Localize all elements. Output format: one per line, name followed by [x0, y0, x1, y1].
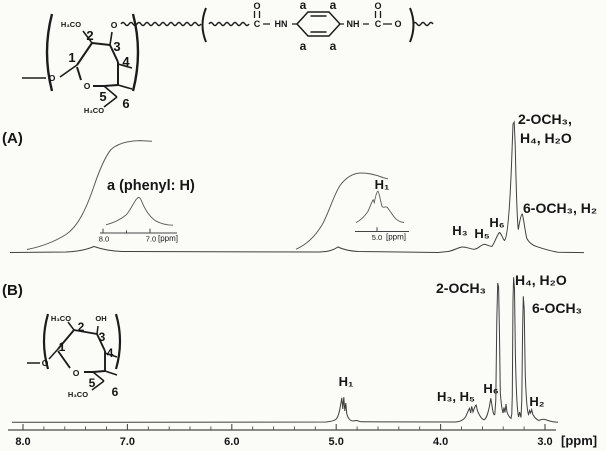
right-parenthesis	[114, 313, 122, 370]
ring-number-2-b: 2	[78, 320, 85, 334]
peak-label-h5-a: H₅	[474, 226, 489, 241]
atom-label-hn: HN	[275, 19, 288, 29]
phenyl-a-label-3: a	[300, 39, 307, 53]
phenyl-ring	[295, 11, 342, 37]
ring-number-1-b: 1	[59, 340, 66, 354]
left-parenthesis	[42, 313, 50, 370]
atom-label-nh: NH	[347, 19, 360, 29]
peak-label-h3-h5-b: H₃, H₅	[437, 389, 475, 404]
atom-label-c-left: C	[254, 19, 261, 29]
ring-number-3: 3	[113, 39, 120, 54]
ring-number-5: 5	[99, 89, 106, 104]
b-structure-glucose	[27, 313, 122, 391]
right-parenthesis	[131, 13, 140, 92]
peak-label-h6-b: H₆	[483, 381, 498, 396]
axis-tick-6: 6.0	[224, 436, 239, 448]
inset-h1-label: H₁	[375, 177, 390, 192]
panel-label-a: (A)	[2, 130, 23, 147]
atom-label-o-1-b: O	[42, 358, 49, 368]
top-structure-glucose	[22, 13, 140, 108]
axis-tick-5: 5.0	[329, 436, 344, 448]
ring-number-3-b: 3	[99, 330, 106, 344]
atom-label-och3-top: H₃CO	[61, 20, 81, 29]
peak-label-6och3-b: 6-OCH₃	[532, 300, 582, 316]
right-parenthesis	[409, 7, 415, 43]
ring-number-5-b: 5	[89, 376, 96, 390]
peak-label-h2-b: H₂	[529, 394, 544, 409]
peak-label-h4-h2o-a: H₄, H₂O	[520, 130, 572, 146]
top-structure-carbamate	[120, 7, 434, 43]
wavy-bond-left	[120, 21, 202, 27]
ring-number-4: 4	[122, 54, 130, 69]
inset-phenyl-unit: [ppm]	[158, 234, 178, 243]
spectrum-a-trace	[9, 120, 585, 254]
atom-label-o-carbonyl-right: O	[374, 1, 381, 11]
wavy-bond-right	[412, 21, 434, 27]
atom-label-och3-top-b: H₃CO	[51, 314, 71, 323]
phenyl-a-label-4: a	[330, 39, 337, 53]
inset-h1-tick-5: 5.0	[372, 233, 382, 242]
ring-number-1: 1	[68, 50, 75, 65]
peak-label-h6-a: H₆	[489, 215, 504, 230]
peak-label-2och3-b: 2-OCH₃	[436, 280, 486, 296]
substituent-bonds	[27, 321, 118, 391]
phenyl-a-label-1: a	[300, 0, 307, 12]
inset-phenyl-curve	[105, 197, 174, 226]
panel-label-b: (B)	[2, 282, 23, 299]
left-parenthesis	[45, 13, 54, 92]
pyranose-ring-bonds	[76, 42, 119, 87]
x-axis-major-ticks	[22, 424, 546, 430]
spectrum-b-trace	[11, 277, 559, 423]
atom-label-o-3: O	[111, 20, 118, 30]
peak-label-h3-a: H₃	[452, 223, 467, 238]
axis-tick-8: 8.0	[15, 436, 30, 448]
axis-tick-3: 3.0	[537, 436, 552, 448]
inset-phenyl-tick-7: 7.0	[146, 235, 156, 244]
atom-label-och3-bottom: H₃CO	[84, 106, 104, 115]
atom-label-och3-bottom-b: H₃CO	[68, 390, 88, 399]
inset-h1-curve	[355, 190, 405, 223]
atom-label-c-right: C	[375, 19, 382, 29]
inset-phenyl-axis	[100, 228, 177, 234]
wavy-bond-inner	[208, 21, 250, 27]
carbonyl-double-bonds	[253, 11, 382, 18]
axis-unit-label: [ppm]	[561, 433, 597, 448]
atom-label-o-ring: O	[84, 81, 91, 91]
inset-phenyl-label: a (phenyl: H)	[107, 178, 195, 194]
atom-label-o-ester: O	[394, 19, 401, 29]
pyranose-ring-bonds	[57, 329, 106, 373]
spectrum-a-broad-phenyl-curve	[26, 140, 153, 250]
ring-number-4-b: 4	[107, 346, 114, 360]
inset-phenyl-tick-8: 8.0	[99, 235, 109, 244]
axis-tick-7: 7.0	[120, 436, 135, 448]
peak-label-h1-b: H₁	[339, 374, 354, 389]
axis-tick-4: 4.0	[433, 436, 448, 448]
atom-label-o-ring-b: O	[73, 368, 80, 378]
substituent-bonds	[22, 30, 133, 108]
atom-label-oh-b: OH	[95, 314, 106, 323]
spectrum-a-broad-h1-curve	[295, 172, 389, 250]
ring-number-6-b: 6	[112, 385, 119, 399]
atom-label-o-1: O	[49, 73, 56, 83]
atom-label-o-carbonyl-left: O	[253, 1, 260, 11]
inset-h1-axis	[355, 227, 409, 232]
phenyl-a-label-2: a	[330, 0, 337, 12]
x-axis-minor-ticks	[43, 426, 525, 430]
peak-label-6och3-h2-a: 6-OCH₃, H₂	[523, 200, 597, 216]
left-parenthesis	[201, 7, 207, 43]
ring-number-2: 2	[86, 28, 93, 43]
inset-h1-unit: [ppm]	[386, 232, 406, 241]
peak-label-2och3-a: 2-OCH₃,	[518, 111, 572, 127]
ring-number-6: 6	[122, 96, 129, 111]
peak-label-h4-h2o-b: H₄, H₂O	[515, 272, 567, 288]
